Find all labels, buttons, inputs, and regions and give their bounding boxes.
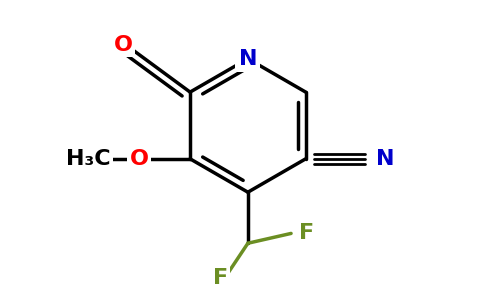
Text: O: O <box>130 149 149 169</box>
Text: F: F <box>299 224 314 243</box>
Text: F: F <box>213 268 228 288</box>
Text: H₃C: H₃C <box>66 149 110 169</box>
Text: N: N <box>239 49 257 69</box>
Text: O: O <box>114 35 133 55</box>
Text: N: N <box>377 149 395 169</box>
